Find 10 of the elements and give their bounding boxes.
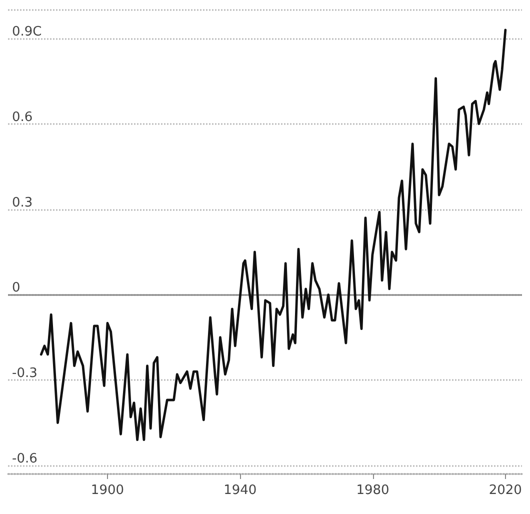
x-tick-label: 1900 — [90, 483, 124, 498]
y-tick-label: 0.9C — [12, 24, 42, 40]
x-tick-label: 2020 — [488, 483, 522, 498]
y-tick-label: -0.6 — [12, 451, 38, 466]
y-tick-label: 0.6 — [12, 110, 33, 125]
x-tick-label: 1940 — [224, 483, 257, 498]
y-tick-label: -0.3 — [12, 366, 38, 382]
x-tick-label: 1980 — [356, 483, 390, 498]
y-tick-label: 0.3 — [12, 195, 33, 210]
y-tick-label: 0 — [12, 280, 20, 296]
